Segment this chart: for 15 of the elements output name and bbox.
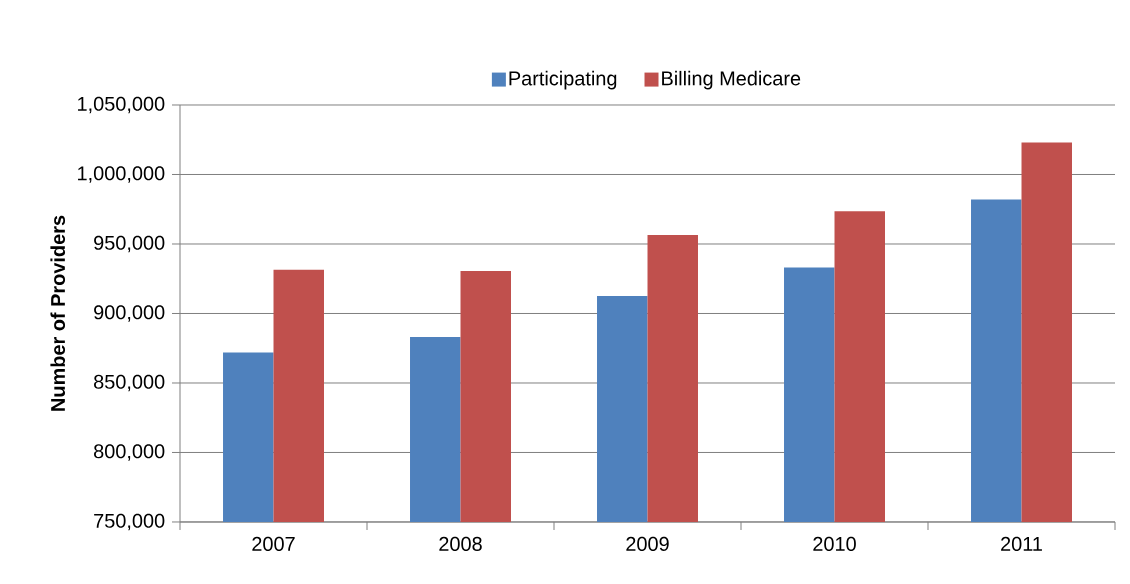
y-axis-title: Number of Providers	[50, 215, 66, 411]
x-tick-label: 2008	[439, 536, 482, 551]
y-tick-label: 1,050,000	[78, 96, 165, 114]
y-tick-label: 900,000	[94, 305, 165, 322]
y-tick-label: 850,000	[94, 374, 165, 392]
y-tick-label: 1,000,000	[78, 166, 165, 183]
x-tick-label: 2009	[626, 536, 669, 551]
y-tick-label: 800,000	[94, 444, 165, 461]
x-tick-label: 2011	[1001, 536, 1042, 551]
legend-label: Billing Medicare	[662, 70, 801, 90]
y-tick-label: 750,000	[94, 513, 165, 531]
x-tick-label: 2007	[252, 536, 295, 551]
y-tick-label: 950,000	[94, 235, 165, 253]
legend-label: Participating	[509, 70, 617, 90]
x-tick-label: 2010	[813, 536, 856, 551]
